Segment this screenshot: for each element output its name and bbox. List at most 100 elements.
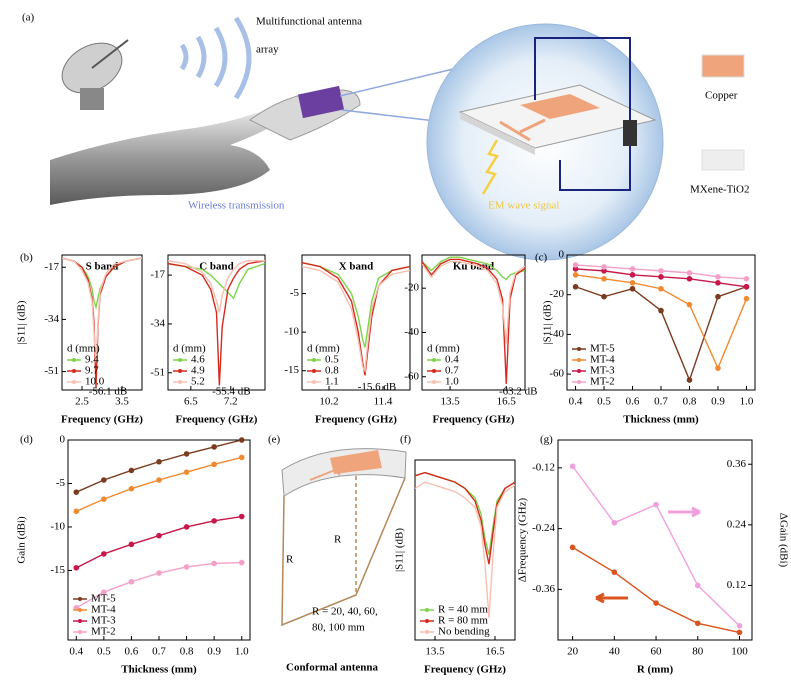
legend-marker (178, 369, 182, 373)
legend-label: 1.1 (325, 376, 339, 388)
data-point (128, 578, 135, 585)
legend-label: MT-5 (590, 343, 615, 355)
legend-label: 0.4 (445, 354, 459, 366)
series-line (415, 471, 515, 555)
legend-label: R = 80 mm (438, 615, 488, 627)
legend-label: MXene-TiO2 (690, 184, 750, 196)
panel-label: (b) (20, 252, 33, 264)
plot-frame (301, 254, 411, 391)
x-tick-label: 0.8 (180, 646, 194, 658)
y-axis-label: Gain (dBi) (16, 516, 28, 564)
data-point (629, 266, 636, 272)
x-tick-label: 6.5 (184, 396, 198, 408)
data-point (629, 285, 636, 292)
y-tick-label: -15 (50, 564, 65, 576)
em-wave (481, 139, 499, 195)
data-point (211, 461, 217, 468)
data-point (572, 262, 579, 268)
legend-label: 0.7 (445, 365, 459, 377)
data-point (743, 283, 750, 290)
data-point (128, 541, 135, 548)
data-point (743, 276, 750, 282)
legend-label: 1.0 (445, 376, 459, 388)
legend-title: d (mm) (173, 343, 206, 355)
x-tick-label: 16.5 (485, 646, 505, 658)
data-point (715, 279, 721, 286)
x-tick-label: 3.5 (115, 396, 129, 408)
data-point (73, 489, 80, 495)
series-line (415, 471, 515, 565)
plot-frame (61, 254, 143, 391)
data-point (156, 570, 162, 576)
legend-label: R = 40 mm (438, 604, 488, 616)
x-tick-label: 0.7 (152, 646, 166, 658)
legend-marker (425, 619, 429, 623)
legend-label: 4.9 (191, 365, 205, 377)
y-tick-label: -15 (284, 364, 299, 376)
x-tick-label: 0.4 (569, 396, 583, 408)
legend-label: 0.8 (325, 365, 339, 377)
feed-line (309, 468, 341, 481)
data-point (183, 564, 190, 570)
data-point (658, 268, 664, 274)
legend-title: d (mm) (67, 343, 100, 355)
series-line (168, 260, 265, 313)
x-axis-label: R (mm) (637, 664, 674, 676)
x-tick-label: 100 (731, 646, 748, 658)
subplot-title: X band (339, 261, 374, 273)
legend-marker (577, 380, 581, 384)
y-tick-label: -20 (549, 288, 564, 300)
plot-frame (414, 459, 516, 641)
plot-frame (557, 439, 753, 641)
panel-e-diagram: (e) R R R = 20, 40, 60, 80, 100 mm Confo… (268, 434, 407, 674)
y-tick-label: -60 (404, 370, 419, 382)
legend-title: d (mm) (307, 343, 340, 355)
data-point (629, 279, 636, 286)
y-tick-label: -60 (549, 368, 564, 380)
radius-lines (281, 477, 406, 627)
series-line (62, 257, 142, 363)
y-tick-label: -0.12 (532, 461, 555, 473)
data-point (653, 501, 659, 508)
data-point (211, 518, 217, 524)
x-tick-label: 80 (692, 646, 704, 658)
signal-waves (179, 16, 252, 100)
data-point (101, 477, 107, 483)
y-axis-label: |S11| (dB) (542, 300, 554, 344)
data-point (73, 565, 80, 571)
data-point (686, 270, 693, 276)
legend-marker (312, 358, 316, 362)
x-tick-label: 0.5 (97, 646, 111, 658)
data-point (658, 307, 664, 314)
legend-marker (178, 380, 182, 384)
x-axis-label: Frequency (GHz) (176, 414, 258, 426)
data-point (73, 605, 80, 611)
x-axis-label: Frequency (GHz) (433, 414, 515, 426)
feed-line (499, 118, 546, 142)
series-line (75, 515, 242, 569)
data-point (183, 469, 190, 475)
data-point (183, 451, 190, 457)
dish-feed (91, 39, 129, 69)
legend-label: MT-2 (590, 376, 615, 388)
title-line: array (256, 44, 279, 56)
panel-label: (d) (20, 434, 33, 446)
y-tick-label: -17 (44, 261, 59, 273)
y2-tick-label: 0.36 (727, 458, 747, 470)
panel-a-illustration: (a) Multifunctional antenna array Wirele… (22, 12, 750, 261)
x-tick-label: 0.4 (69, 646, 83, 658)
data-point (572, 283, 579, 290)
legend-marker (72, 358, 76, 362)
data-point (653, 600, 659, 606)
legend-marker (78, 608, 82, 612)
y2-axis-label: ΔGain (dBi) (777, 513, 789, 568)
legend-marker (425, 630, 429, 634)
x-tick-label: 0.6 (626, 396, 640, 408)
y-tick-label: -5 (56, 477, 66, 489)
series-line (302, 265, 410, 373)
legend-label: MT-4 (590, 354, 615, 366)
data-point (128, 467, 135, 474)
legend-label: MT-5 (91, 593, 116, 605)
legend-label: No bending (438, 626, 490, 638)
data-point (569, 544, 576, 551)
